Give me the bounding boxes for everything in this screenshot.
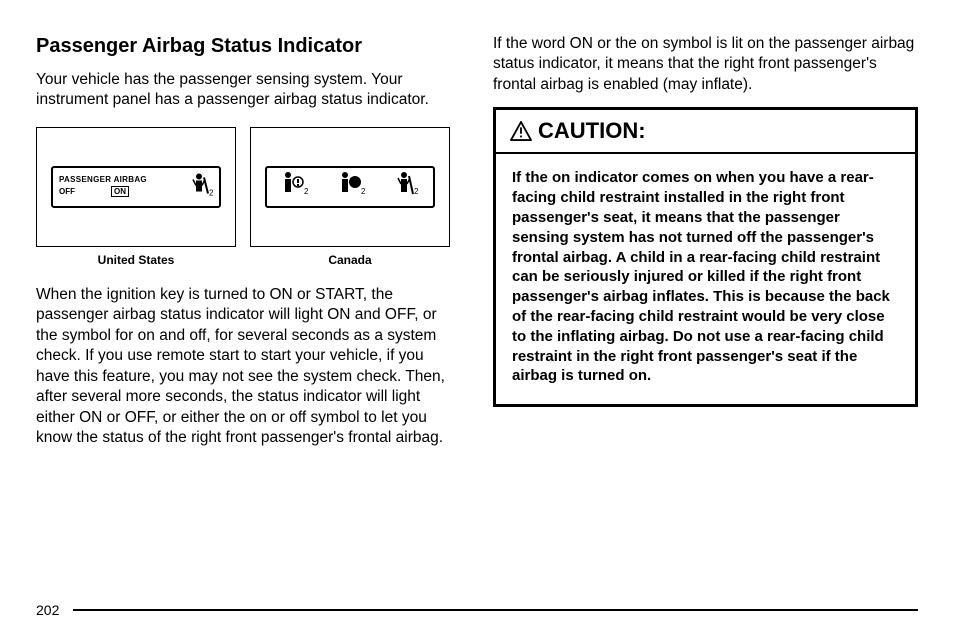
svg-text:2: 2 <box>209 188 214 197</box>
caption-us: United States <box>36 253 236 267</box>
canada-indicator-box: 2 2 <box>250 127 450 247</box>
page-footer: 202 <box>36 602 918 618</box>
canada-icons-row: 2 2 <box>273 170 427 203</box>
svg-text:2: 2 <box>414 187 419 196</box>
seatbelt-icon: 2 <box>394 170 420 203</box>
on-indicator-paragraph: If the word ON or the on symbol is lit o… <box>493 34 918 95</box>
us-label-top: PASSENGER AIRBAG <box>59 176 147 184</box>
airbag-off-icon: 2 <box>280 170 310 203</box>
indicator-captions: United States Canada <box>36 253 461 267</box>
airbag-on-icon: 2 <box>337 170 367 203</box>
seatbelt-icon: 2 <box>189 171 215 202</box>
caution-title: CAUTION: <box>538 118 646 144</box>
canada-indicator-panel: 2 2 <box>265 166 435 208</box>
svg-text:2: 2 <box>304 187 309 196</box>
caution-header: CAUTION: <box>496 110 915 154</box>
us-indicator-box: PASSENGER AIRBAG OFF ON 2 <box>36 127 236 247</box>
intro-paragraph: Your vehicle has the passenger sensing s… <box>36 70 461 111</box>
caution-box: CAUTION: If the on indicator comes on wh… <box>493 107 918 407</box>
system-check-paragraph: When the ignition key is turned to ON or… <box>36 285 461 449</box>
us-off-label: OFF <box>59 187 75 196</box>
left-column: Passenger Airbag Status Indicator Your v… <box>36 34 461 574</box>
footer-rule <box>73 609 918 611</box>
page-number: 202 <box>36 602 59 618</box>
svg-text:2: 2 <box>361 187 366 196</box>
right-column: If the word ON or the on symbol is lit o… <box>493 34 918 574</box>
us-on-label: ON <box>111 186 129 197</box>
warning-triangle-icon <box>510 121 532 141</box>
page-content: Passenger Airbag Status Indicator Your v… <box>36 34 918 574</box>
caption-canada: Canada <box>250 253 450 267</box>
us-indicator-panel: PASSENGER AIRBAG OFF ON 2 <box>51 166 221 208</box>
section-heading: Passenger Airbag Status Indicator <box>36 34 461 58</box>
indicator-illustrations: PASSENGER AIRBAG OFF ON 2 <box>36 127 461 247</box>
caution-body-text: If the on indicator comes on when you ha… <box>496 154 915 404</box>
